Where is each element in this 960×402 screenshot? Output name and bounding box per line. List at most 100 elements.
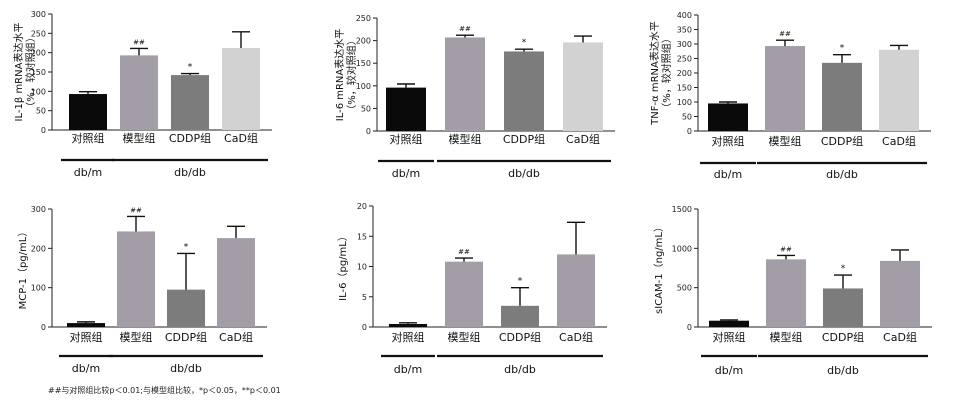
y-axis-label: TNF-α mRNA表达水平（%，较对照组） <box>648 21 673 126</box>
category-label: 模型组 <box>769 134 802 148</box>
y-axis-label: IL-6（pg/mL） <box>337 231 349 301</box>
y-axis-label-line: （%，较对照组） <box>24 32 37 112</box>
group-label: db/db <box>174 166 206 179</box>
y-axis-label: IL-1β mRNA表达水平（%，较对照组） <box>12 23 37 122</box>
chart-5: 0 5 10 15 20 IL-6（pg/mL） 对照组 ## 模型组 * CDDP组 CaD组 db/… <box>337 202 607 376</box>
category-label: CDDP组 <box>822 330 864 344</box>
chart-3: 0 50 100 150 200 250 300 350 400 TNF-α mRNA表达水平（%… <box>648 11 931 181</box>
group-label: db/m <box>72 362 100 375</box>
bar-4 <box>557 254 595 327</box>
bar-2 <box>765 46 805 131</box>
bar-1 <box>708 103 748 131</box>
y-axis-label-line: IL-6 mRNA表达水平 <box>333 29 346 122</box>
significance-mark: * <box>518 277 523 287</box>
y-axis-label-line: MCP-1（pg/mL） <box>17 227 29 310</box>
y-tick-label: 100 <box>31 284 46 293</box>
y-tick-label: 20 <box>357 202 367 211</box>
category-label: 对照组 <box>70 330 103 344</box>
y-tick-label: 1500 <box>672 205 692 214</box>
y-tick-label: 5 <box>362 293 367 302</box>
significance-mark: ## <box>459 25 471 33</box>
y-tick-label: 0 <box>41 323 46 332</box>
significance-mark: * <box>840 44 845 54</box>
bar-1 <box>389 323 427 327</box>
y-tick-label: 200 <box>31 244 46 253</box>
category-label: CDDP组 <box>821 134 863 148</box>
bar-2 <box>120 55 158 130</box>
y-tick-label: 300 <box>31 205 46 214</box>
category-label: CaD组 <box>219 330 253 344</box>
significance-mark: ## <box>779 30 791 38</box>
y-tick-label: 0 <box>687 323 692 332</box>
significance-mark: * <box>841 264 846 274</box>
group-label: db/db <box>170 362 202 375</box>
y-tick-label: 150 <box>31 68 46 77</box>
bar-3 <box>823 288 863 327</box>
group-label: db/db <box>826 168 858 181</box>
y-tick-label: 0 <box>366 127 371 136</box>
category-label: 对照组 <box>712 134 745 148</box>
y-tick-label: 50 <box>682 113 692 122</box>
y-tick-label: 0 <box>687 127 692 136</box>
significance-mark: * <box>184 242 189 252</box>
group-label: db/m <box>714 168 742 181</box>
bar-4 <box>880 260 920 327</box>
category-label: CDDP组 <box>503 132 545 146</box>
y-tick-label: 15 <box>357 232 367 241</box>
category-label: 模型组 <box>449 132 482 146</box>
category-label: CaD组 <box>224 131 258 145</box>
significance-mark: ## <box>458 248 470 256</box>
y-axis-label-line: IL-6（pg/mL） <box>337 231 349 301</box>
category-label: 模型组 <box>770 330 803 344</box>
y-tick-label: 250 <box>677 55 692 64</box>
group-label: db/db <box>508 167 540 180</box>
significance-mark: ## <box>130 206 142 214</box>
significance-mark: * <box>188 63 193 73</box>
category-label: CDDP组 <box>499 330 541 344</box>
y-tick-label: 350 <box>677 26 692 35</box>
chart-4: 0 100 200 300 MCP-1（pg/mL） 对照组 ## 模型组 * CDDP组 CaD组… <box>17 205 267 375</box>
category-label: 对照组 <box>72 131 105 145</box>
category-label: 模型组 <box>448 330 481 344</box>
bar-3 <box>171 75 209 130</box>
y-tick-label: 150 <box>356 59 371 68</box>
y-tick-label: 0 <box>362 323 367 332</box>
y-axis-label-line: IL-1β mRNA表达水平 <box>12 23 25 122</box>
y-tick-label: 10 <box>357 263 367 272</box>
bar-1 <box>69 94 107 130</box>
bar-3 <box>822 62 862 131</box>
bar-3 <box>167 289 205 327</box>
y-tick-label: 100 <box>356 82 371 91</box>
y-tick-label: 100 <box>677 98 692 107</box>
group-label: db/db <box>827 364 859 377</box>
bar-1 <box>709 320 749 327</box>
bar-3 <box>504 51 544 132</box>
y-tick-label: 1000 <box>672 244 692 253</box>
significance-mark: * <box>522 38 527 48</box>
category-label: CaD组 <box>882 134 916 148</box>
category-label: CaD组 <box>566 132 600 146</box>
y-axis-label-line: sICAM-1（ng/mL） <box>653 222 665 314</box>
y-axis-label-line: （%，较对照组） <box>345 35 358 115</box>
significance-mark: ## <box>133 38 145 46</box>
bar-2 <box>445 261 483 327</box>
category-label: CDDP组 <box>165 330 207 344</box>
bar-1 <box>386 87 426 131</box>
bar-3 <box>501 305 539 327</box>
y-tick-label: 150 <box>677 84 692 93</box>
chart-2: 0 50 100 150 200 250 IL-6 mRNA表达水平（%，较对照组） 对照组 #… <box>333 14 615 180</box>
y-tick-label: 100 <box>31 87 46 96</box>
bar-4 <box>879 49 919 131</box>
y-tick-label: 300 <box>31 10 46 19</box>
category-label: 模型组 <box>123 131 156 145</box>
category-label: CaD组 <box>883 330 917 344</box>
y-axis-label: sICAM-1（ng/mL） <box>653 222 665 314</box>
y-tick-label: 500 <box>677 284 692 293</box>
y-axis-label: MCP-1（pg/mL） <box>17 227 29 310</box>
bar-4 <box>217 238 255 327</box>
group-label: db/db <box>504 363 536 376</box>
chart-1: 0 50 100 150 200 250 300 IL-1β mRNA表达水平（%，较对照组）… <box>12 10 272 179</box>
y-tick-label: 250 <box>31 29 46 38</box>
category-label: CDDP组 <box>169 131 211 145</box>
